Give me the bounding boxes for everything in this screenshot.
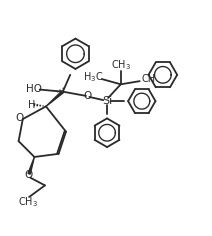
- Text: •••: •••: [54, 85, 66, 95]
- Text: H: H: [28, 100, 35, 110]
- Text: O: O: [83, 91, 92, 101]
- Text: CH: CH: [141, 74, 156, 84]
- Text: Si: Si: [102, 96, 112, 106]
- Text: O: O: [15, 113, 23, 123]
- Text: O: O: [24, 170, 32, 180]
- Text: HO: HO: [26, 84, 42, 93]
- Polygon shape: [28, 157, 34, 174]
- Polygon shape: [46, 91, 64, 106]
- Text: H$_3$C: H$_3$C: [83, 71, 103, 84]
- Text: CH$_3$: CH$_3$: [18, 195, 38, 209]
- Text: CH$_3$: CH$_3$: [111, 59, 131, 72]
